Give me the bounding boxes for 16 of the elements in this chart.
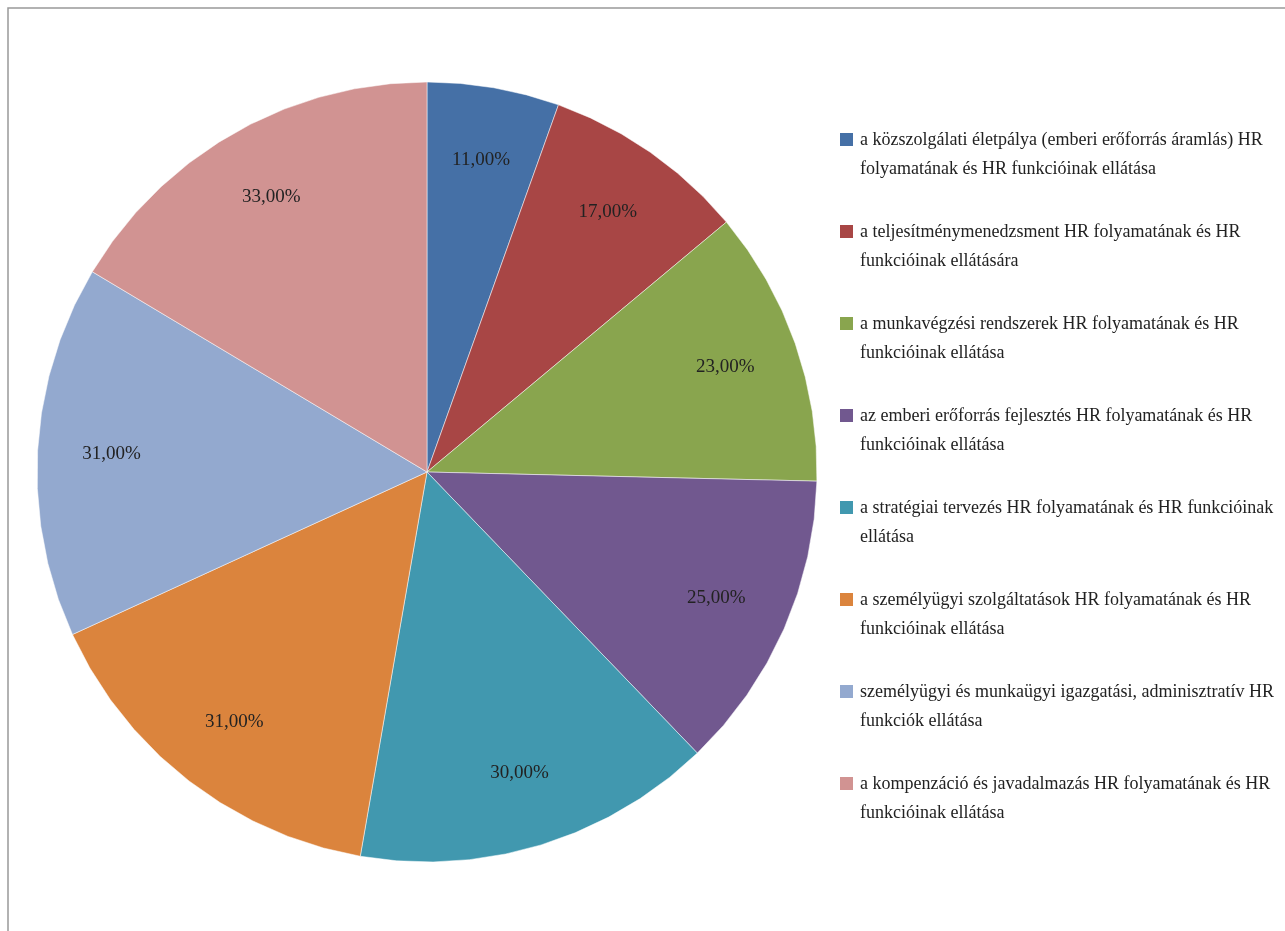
data-label: 25,00% <box>686 586 746 608</box>
data-label: 30,00% <box>490 761 549 783</box>
data-label: 11,00% <box>452 148 511 170</box>
legend-label: a személyügyi szolgáltatások HR folyamatának és HR funkcióinak ellátása <box>860 589 1251 638</box>
legend-label: a munkavégzési rendszerek HR folyamatának és HR funkcióinak ellátása <box>860 313 1239 362</box>
legend-label: az emberi erőforrás fejlesztés HR folyamatának és HR funkcióinak ellátása <box>860 405 1253 454</box>
legend-label: a kompenzáció és javadalmazás HR folyamatának és HR funkcióinak ellátása <box>860 773 1271 822</box>
legend-label: a stratégiai tervezés HR folyamatának és HR funkcióinak ellátása <box>860 497 1274 546</box>
data-label: 31,00% <box>204 709 264 731</box>
data-label: 33,00% <box>241 184 301 206</box>
data-label: 31,00% <box>82 442 142 464</box>
legend-label: személyügyi és munkaügyi igazgatási, adminisztratív HR funkciók ellátása <box>860 681 1274 730</box>
data-label: 17,00% <box>578 200 638 222</box>
data-label: 23,00% <box>695 355 755 377</box>
legend-label: a teljesítménymenedzsment HR folyamatának és HR funkcióinak ellátására <box>860 221 1241 270</box>
legend-label: a közszolgálati életpálya (emberi erőforrás áramlás) HR folyamatának és HR funkcióinak ellátása <box>860 129 1263 178</box>
